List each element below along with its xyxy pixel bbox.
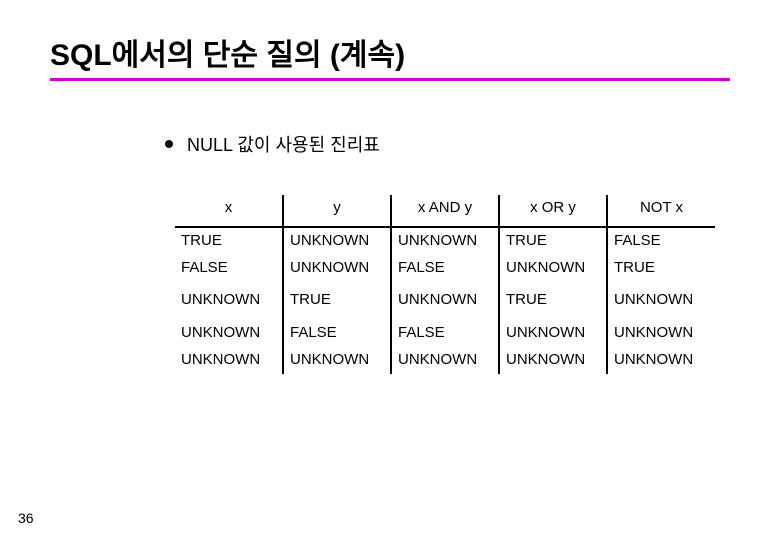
col-header: x bbox=[175, 195, 283, 227]
table-cell: UNKNOWN bbox=[175, 320, 283, 347]
table-cell: FALSE bbox=[283, 320, 391, 347]
table-cell: UNKNOWN bbox=[283, 227, 391, 255]
table-row: UNKNOWNUNKNOWNUNKNOWNUNKNOWNUNKNOWN bbox=[175, 347, 715, 374]
table-cell: UNKNOWN bbox=[391, 347, 499, 374]
col-header: NOT x bbox=[607, 195, 715, 227]
table-cell: FALSE bbox=[607, 227, 715, 255]
table-row: UNKNOWNTRUEUNKNOWNTRUEUNKNOWN bbox=[175, 287, 715, 314]
table-cell: TRUE bbox=[175, 227, 283, 255]
table-cell: UNKNOWN bbox=[499, 347, 607, 374]
bullet-icon bbox=[165, 140, 173, 148]
table-cell: UNKNOWN bbox=[607, 320, 715, 347]
table-cell: FALSE bbox=[391, 255, 499, 282]
table-cell: TRUE bbox=[499, 287, 607, 314]
table-cell: UNKNOWN bbox=[175, 347, 283, 374]
table-cell: UNKNOWN bbox=[391, 287, 499, 314]
table-cell: UNKNOWN bbox=[283, 255, 391, 282]
table-row: UNKNOWNFALSEFALSEUNKNOWNUNKNOWN bbox=[175, 320, 715, 347]
table-row: FALSEUNKNOWNFALSEUNKNOWNTRUE bbox=[175, 255, 715, 282]
table-cell: TRUE bbox=[499, 227, 607, 255]
slide-container: SQL에서의 단순 질의 (계속) NULL 값이 사용된 진리표 x y x … bbox=[0, 0, 780, 540]
table-cell: UNKNOWN bbox=[391, 227, 499, 255]
truth-table: x y x AND y x OR y NOT x TRUEUNKNOWNUNKN… bbox=[175, 195, 715, 374]
table-cell: FALSE bbox=[175, 255, 283, 282]
bullet-row: NULL 값이 사용된 진리표 bbox=[165, 131, 730, 157]
table-cell: UNKNOWN bbox=[607, 287, 715, 314]
table-cell: UNKNOWN bbox=[607, 347, 715, 374]
title-underline bbox=[50, 78, 730, 81]
table-cell: UNKNOWN bbox=[499, 320, 607, 347]
page-number: 36 bbox=[18, 510, 34, 526]
col-header: x OR y bbox=[499, 195, 607, 227]
table-cell: TRUE bbox=[607, 255, 715, 282]
table-header-row: x y x AND y x OR y NOT x bbox=[175, 195, 715, 227]
bullet-text: NULL 값이 사용된 진리표 bbox=[187, 131, 380, 157]
table-row: TRUEUNKNOWNUNKNOWNTRUEFALSE bbox=[175, 227, 715, 255]
table-cell: UNKNOWN bbox=[283, 347, 391, 374]
truth-table-wrap: x y x AND y x OR y NOT x TRUEUNKNOWNUNKN… bbox=[175, 195, 715, 374]
col-header: x AND y bbox=[391, 195, 499, 227]
col-header: y bbox=[283, 195, 391, 227]
table-cell: FALSE bbox=[391, 320, 499, 347]
table-cell: TRUE bbox=[283, 287, 391, 314]
table-cell: UNKNOWN bbox=[499, 255, 607, 282]
slide-title: SQL에서의 단순 질의 (계속) bbox=[50, 30, 730, 74]
table-cell: UNKNOWN bbox=[175, 287, 283, 314]
